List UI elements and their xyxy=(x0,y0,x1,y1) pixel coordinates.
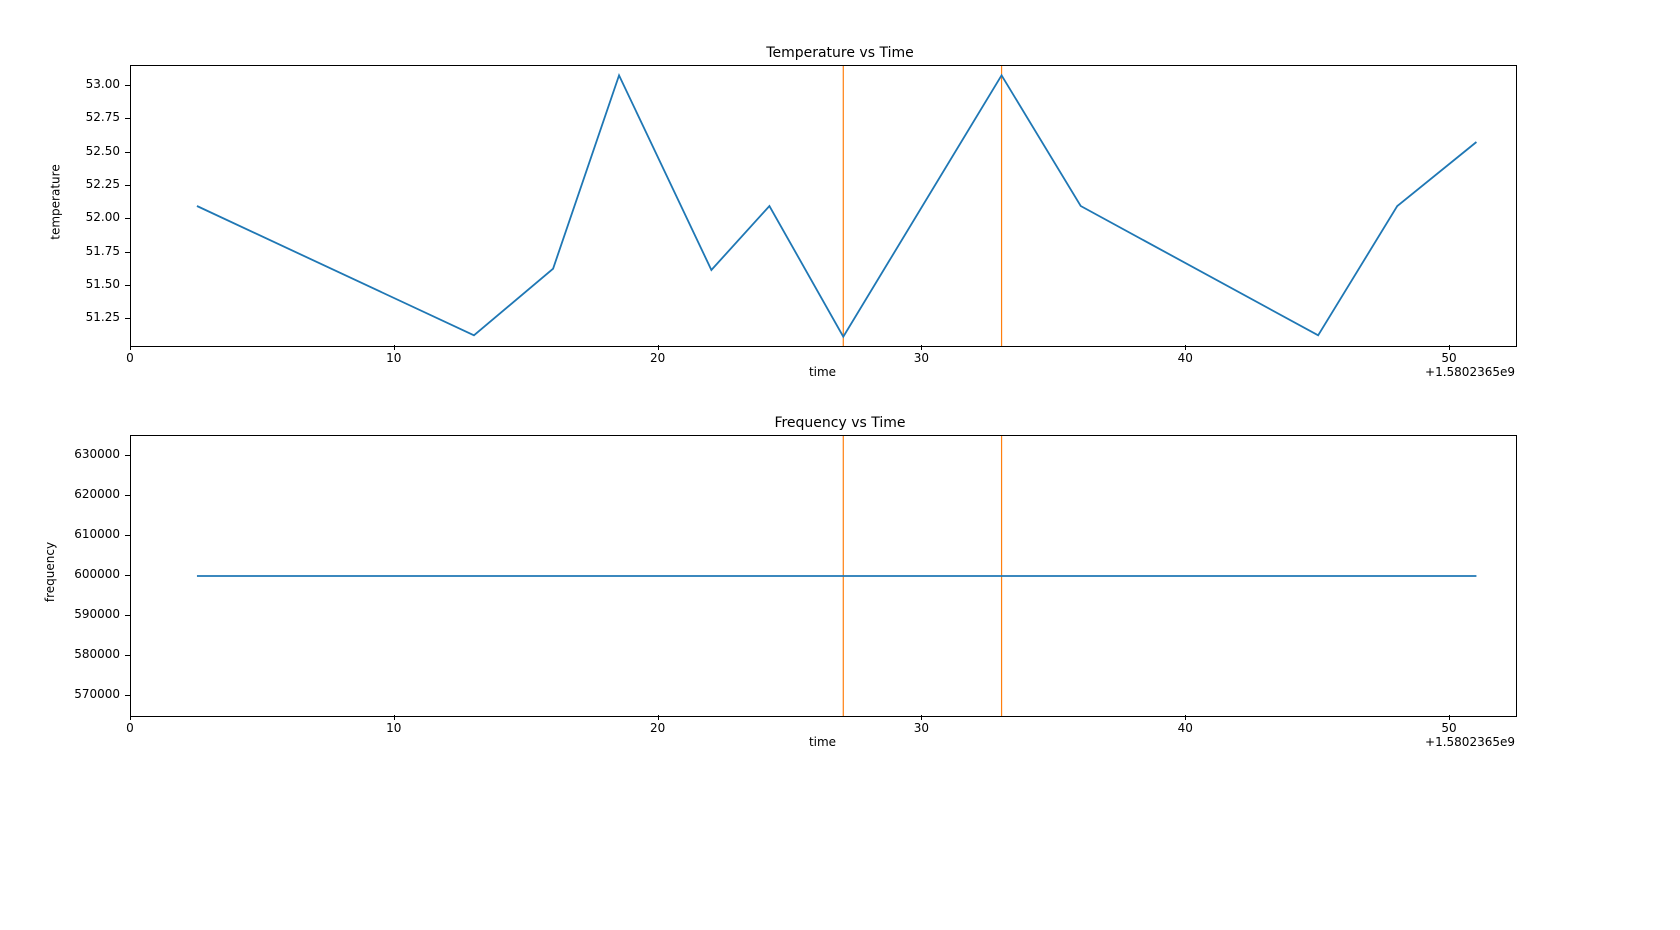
top-chart-plot xyxy=(131,66,1516,346)
ytick xyxy=(125,285,130,286)
xtick-label: 30 xyxy=(914,351,929,365)
bottom-chart-title: Frequency vs Time xyxy=(0,415,1680,431)
xtick xyxy=(921,715,922,720)
ytick xyxy=(125,85,130,86)
ytick-label: 52.50 xyxy=(50,144,120,158)
ytick xyxy=(125,318,130,319)
ytick xyxy=(125,655,130,656)
xtick-label: 40 xyxy=(1178,351,1193,365)
xtick xyxy=(921,345,922,350)
ytick xyxy=(125,218,130,219)
ytick-label: 620000 xyxy=(50,487,120,501)
xtick xyxy=(1185,345,1186,350)
ytick-label: 590000 xyxy=(50,607,120,621)
top-chart-title: Temperature vs Time xyxy=(0,45,1680,61)
top-chart-panel xyxy=(130,65,1517,347)
xtick xyxy=(394,345,395,350)
ytick xyxy=(125,535,130,536)
xtick xyxy=(130,715,131,720)
xtick xyxy=(1185,715,1186,720)
xtick-label: 0 xyxy=(126,351,134,365)
ytick-label: 52.75 xyxy=(50,110,120,124)
xtick-label: 20 xyxy=(650,351,665,365)
ytick xyxy=(125,118,130,119)
ytick-label: 51.75 xyxy=(50,244,120,258)
top-chart-xlabel: time xyxy=(130,365,1515,379)
top-chart-offset: +1.5802365e9 xyxy=(1415,365,1515,379)
ytick-label: 570000 xyxy=(50,687,120,701)
bottom-chart-xlabel: time xyxy=(130,735,1515,749)
ytick-label: 52.25 xyxy=(50,177,120,191)
ytick-label: 51.50 xyxy=(50,277,120,291)
ytick-label: 51.25 xyxy=(50,310,120,324)
ytick-label: 52.00 xyxy=(50,210,120,224)
ytick-label: 580000 xyxy=(50,647,120,661)
xtick xyxy=(658,345,659,350)
ytick-label: 600000 xyxy=(50,567,120,581)
ytick-label: 630000 xyxy=(50,447,120,461)
xtick-label: 50 xyxy=(1441,351,1456,365)
ytick xyxy=(125,152,130,153)
ytick xyxy=(125,185,130,186)
ytick-label: 610000 xyxy=(50,527,120,541)
bottom-chart-offset: +1.5802365e9 xyxy=(1415,735,1515,749)
ytick xyxy=(125,252,130,253)
xtick xyxy=(1449,715,1450,720)
ytick xyxy=(125,615,130,616)
xtick xyxy=(658,715,659,720)
xtick-label: 10 xyxy=(386,351,401,365)
top-chart-ylabel: temperature xyxy=(49,164,63,239)
xtick-label: 40 xyxy=(1178,721,1193,735)
bottom-chart-plot xyxy=(131,436,1516,716)
xtick-label: 30 xyxy=(914,721,929,735)
xtick-label: 20 xyxy=(650,721,665,735)
bottom-chart-panel xyxy=(130,435,1517,717)
ytick xyxy=(125,455,130,456)
xtick xyxy=(394,715,395,720)
xtick-label: 0 xyxy=(126,721,134,735)
chart-series-line xyxy=(197,75,1476,336)
ytick xyxy=(125,575,130,576)
ytick-label: 53.00 xyxy=(50,77,120,91)
ytick xyxy=(125,495,130,496)
xtick-label: 50 xyxy=(1441,721,1456,735)
xtick xyxy=(1449,345,1450,350)
xtick xyxy=(130,345,131,350)
xtick-label: 10 xyxy=(386,721,401,735)
ytick xyxy=(125,695,130,696)
figure: Temperature vs Time temperature time +1.… xyxy=(0,0,1680,930)
